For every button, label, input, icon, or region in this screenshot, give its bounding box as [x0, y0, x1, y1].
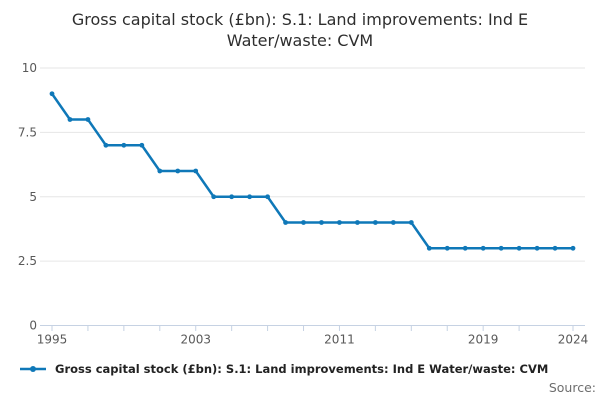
data-point-marker[interactable]	[103, 142, 109, 148]
data-point-marker[interactable]	[534, 245, 540, 251]
y-axis-label: 10	[22, 61, 37, 75]
y-axis-label: 0	[29, 319, 37, 333]
data-point-marker[interactable]	[157, 168, 163, 174]
data-point-marker[interactable]	[355, 220, 360, 225]
data-point-marker[interactable]	[193, 168, 199, 174]
data-point-marker[interactable]	[229, 194, 235, 200]
legend-dot	[30, 366, 36, 372]
data-point-marker[interactable]	[516, 245, 522, 251]
data-point-marker[interactable]	[283, 220, 288, 225]
data-point-marker[interactable]	[85, 117, 91, 122]
data-point-marker[interactable]	[390, 220, 396, 225]
data-point-marker[interactable]	[498, 245, 504, 251]
data-point-marker[interactable]	[552, 245, 558, 251]
data-point-marker[interactable]	[247, 194, 253, 200]
data-point-marker[interactable]	[265, 194, 270, 200]
series-line[interactable]	[50, 92, 575, 250]
data-point-marker[interactable]	[372, 220, 378, 225]
data-point-marker[interactable]	[444, 245, 450, 251]
data-point-marker[interactable]	[139, 142, 145, 148]
x-axis-label: 2003	[180, 333, 211, 347]
data-point-marker[interactable]	[570, 245, 576, 251]
data-point-marker[interactable]	[301, 220, 306, 225]
data-point-marker[interactable]	[175, 168, 181, 174]
source-label: Source:	[548, 380, 596, 395]
data-point-marker[interactable]	[408, 220, 414, 225]
data-point-marker[interactable]	[462, 245, 468, 251]
x-axis-label: 2011	[324, 333, 355, 347]
data-point-marker[interactable]	[121, 142, 127, 148]
data-point-marker[interactable]	[337, 220, 342, 225]
y-axis-label: 5	[29, 190, 37, 204]
x-axis-label: 2024	[558, 333, 589, 347]
data-point-marker[interactable]	[319, 220, 324, 225]
data-point-marker[interactable]	[211, 194, 217, 200]
x-axis-label: 2019	[468, 333, 499, 347]
data-point-marker[interactable]	[480, 245, 486, 251]
line-dot-icon	[20, 366, 46, 372]
y-axis-label: 7.5	[18, 125, 37, 139]
legend-label: Gross capital stock (£bn): S.1: Land imp…	[55, 362, 549, 376]
legend-item[interactable]: Gross capital stock (£bn): S.1: Land imp…	[18, 362, 548, 376]
data-point-marker[interactable]	[49, 91, 55, 97]
chart-svg: 0 2.5 5 7.5 10 1995 2003 2011 2019 2024	[18, 61, 589, 347]
chart-title: Gross capital stock (£bn): S.1: Land imp…	[71, 10, 529, 51]
x-axis-label: 1995	[37, 333, 68, 347]
data-point-marker[interactable]	[426, 245, 432, 251]
y-axis-label: 2.5	[18, 254, 37, 268]
data-point-marker[interactable]	[67, 117, 73, 122]
